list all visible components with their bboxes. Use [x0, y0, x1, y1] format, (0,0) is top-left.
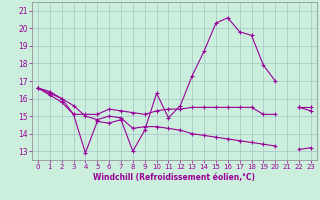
- X-axis label: Windchill (Refroidissement éolien,°C): Windchill (Refroidissement éolien,°C): [93, 173, 255, 182]
